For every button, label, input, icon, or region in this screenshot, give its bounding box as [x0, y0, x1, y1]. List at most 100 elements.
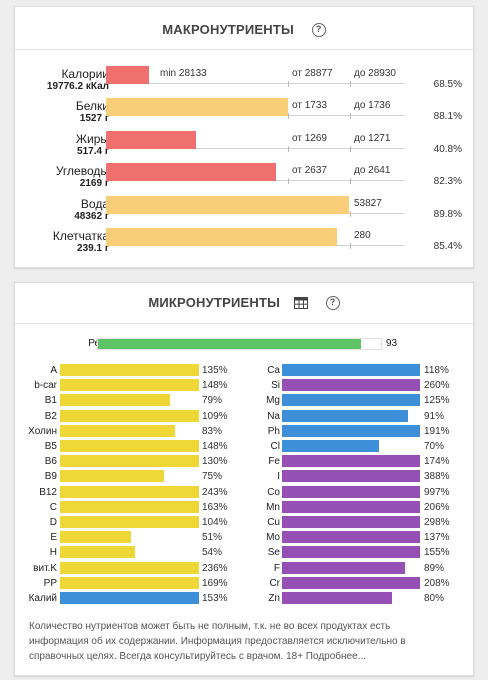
norm-tick [288, 178, 289, 185]
nutrient-name: Жиры [75, 131, 109, 146]
norm-label: до 2641 [354, 165, 391, 177]
nutrient-percent: 997% [424, 486, 450, 498]
nutrient-name: Cu [267, 517, 280, 528]
nutrient-percent: 88.1% [433, 111, 462, 123]
nutrient-name: F [273, 562, 280, 574]
help-icon[interactable]: ? [311, 22, 326, 37]
header-divider [15, 49, 473, 50]
nutrient-name: PP [43, 577, 57, 589]
progress-bar: 280 [106, 228, 404, 249]
micro-row: I 388% [15, 469, 475, 484]
progress-fill [60, 379, 199, 392]
progress-fill [282, 592, 393, 604]
nutrient-percent: 109% [202, 410, 228, 422]
progress-fill [282, 364, 420, 376]
nutrient-percent: 51% [202, 532, 223, 544]
progress-bar [60, 516, 199, 528]
micro-row: B6 130% [15, 454, 475, 469]
micro-row: Холин 83% [15, 424, 475, 439]
macro-row: Калории 19776.2 кКал min 28133 от 28877 до 2… [15, 65, 475, 97]
norm-tick [350, 210, 351, 217]
progress-fill [60, 576, 199, 589]
micro-row: Mn 206% [15, 500, 475, 515]
micro-row: Fe 174% [15, 454, 475, 469]
progress-fill [282, 546, 420, 559]
nutrient-name: C [49, 501, 57, 513]
progress-bar [60, 455, 199, 468]
nutrient-percent: 155% [424, 547, 450, 559]
nutrient-name: Fe [268, 456, 280, 468]
norm-tick [288, 113, 289, 120]
nutrient-percent: 89% [424, 562, 445, 574]
micro-row: F 89% [15, 561, 475, 576]
nutrient-percent: 70% [424, 441, 445, 452]
progress-bar [60, 409, 199, 422]
micro-row: Ca 118% [15, 363, 475, 378]
progress-bar [282, 470, 420, 483]
progress-fill [106, 163, 276, 182]
nutrient-percent: 148% [202, 380, 228, 392]
micro-row: вит.K 236% [15, 561, 475, 576]
nutrient-name: Mg [266, 395, 280, 407]
micro-row: Mg 125% [15, 393, 475, 408]
nutrient-percent: 137% [424, 532, 450, 544]
nutrient-name: Вода [80, 196, 109, 211]
progress-bar [282, 592, 420, 604]
rating-fill [98, 339, 362, 349]
progress-fill [106, 66, 150, 84]
table-icon[interactable] [293, 296, 308, 309]
micro-row: B1 79% [15, 393, 475, 408]
nutrient-percent: 174% [424, 456, 450, 468]
progress-bar [282, 531, 420, 544]
progress-bar: min 28133 от 28877 до 28930 [106, 66, 404, 87]
norm-tick [350, 243, 351, 249]
nutrient-name: B1 [44, 395, 57, 407]
header-divider [15, 323, 473, 324]
progress-bar [60, 500, 199, 513]
nutrient-amount: 1527 г [79, 113, 109, 125]
nutrient-percent: 260% [424, 380, 450, 392]
progress-fill [60, 440, 199, 452]
nutrient-name: Углеводы [55, 164, 109, 179]
micronutrients-card: МИКРОНУТРИЕНТЫ ? Рейтинг 93 A135%b-car14… [14, 282, 474, 676]
nutrient-name: Ph [267, 425, 280, 437]
micro-row: E 51% [15, 530, 475, 545]
norm-label: от 2637 [292, 165, 327, 177]
progress-fill [282, 424, 420, 437]
nutrient-percent: 82.3% [433, 176, 462, 188]
micro-row: H 54% [15, 545, 475, 560]
nutrient-name: Co [267, 486, 280, 498]
nutrient-name: Калий [28, 593, 57, 604]
progress-bar [282, 379, 420, 392]
progress-fill [60, 364, 199, 376]
progress-bar [60, 485, 199, 498]
progress-fill [282, 516, 420, 528]
micro-row: B5 148% [15, 439, 475, 454]
nutrient-name: Холин [28, 425, 57, 437]
nutrient-name: Cl [270, 441, 280, 452]
progress-fill [282, 576, 420, 589]
macro-row: Вода 48362 г 53827 89.8% [15, 195, 475, 227]
micro-row: Cu 298% [15, 515, 475, 530]
progress-bar: от 1733 до 1736 [106, 98, 404, 120]
progress-bar [282, 364, 420, 376]
rating-bar [97, 338, 382, 350]
nutrient-percent: 148% [202, 441, 228, 452]
progress-fill [60, 500, 199, 513]
nutrient-percent: 243% [202, 486, 228, 498]
nutrient-percent: 68.5% [433, 79, 462, 90]
nutrient-amount: 2169 г [79, 178, 109, 190]
micronutrients-title: МИКРОНУТРИЕНТЫ [148, 295, 281, 311]
nutrient-name: E [50, 532, 57, 544]
help-icon[interactable]: ? [325, 295, 340, 310]
progress-bar [282, 394, 420, 407]
progress-bar [60, 576, 199, 589]
norm-label: до 28930 [354, 68, 396, 79]
nutrient-name: Se [267, 547, 280, 559]
nutrient-name: Na [267, 410, 280, 422]
progress-bar: 53827 [106, 195, 404, 217]
progress-fill [60, 424, 176, 437]
micro-row: PP 169% [15, 576, 475, 591]
macronutrients-card: МАКРОНУТРИЕНТЫ ? Калории 19776.2 кКал min … [14, 6, 474, 268]
progress-fill [106, 130, 196, 149]
